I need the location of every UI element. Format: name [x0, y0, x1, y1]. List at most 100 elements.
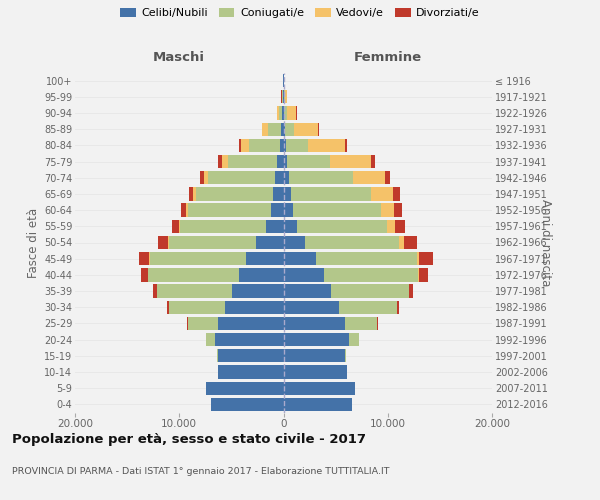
Bar [324, 268, 418, 281]
Bar [188, 317, 218, 330]
Bar [317, 122, 319, 136]
Bar [419, 252, 433, 266]
Bar [284, 171, 289, 184]
Bar [206, 333, 215, 346]
Bar [308, 138, 345, 152]
Bar [200, 171, 204, 184]
Bar [353, 171, 385, 184]
Bar [418, 268, 419, 281]
Bar [193, 188, 196, 200]
Bar [284, 220, 296, 233]
Bar [419, 268, 428, 281]
Bar [294, 122, 317, 136]
Bar [284, 382, 355, 395]
Bar [141, 268, 148, 281]
Bar [284, 188, 291, 200]
Bar [139, 252, 149, 266]
Bar [284, 155, 287, 168]
Bar [404, 236, 416, 249]
Bar [287, 106, 296, 120]
Bar [305, 236, 399, 249]
Bar [296, 220, 387, 233]
Bar [284, 106, 287, 120]
Bar [208, 171, 275, 184]
Bar [225, 300, 284, 314]
Bar [206, 382, 284, 395]
Bar [287, 155, 330, 168]
Bar [381, 204, 394, 217]
Bar [241, 138, 248, 152]
Bar [273, 188, 284, 200]
Bar [285, 122, 294, 136]
Bar [387, 220, 395, 233]
Bar [167, 300, 169, 314]
Text: Maschi: Maschi [153, 51, 205, 64]
Bar [218, 317, 284, 330]
Bar [371, 188, 393, 200]
Bar [211, 398, 284, 411]
Bar [417, 252, 419, 266]
Bar [180, 220, 266, 233]
Bar [150, 252, 246, 266]
Bar [399, 236, 404, 249]
Bar [217, 349, 218, 362]
Text: Popolazione per età, sesso e stato civile - 2017: Popolazione per età, sesso e stato civil… [12, 432, 366, 446]
Bar [232, 284, 284, 298]
Bar [268, 122, 281, 136]
Bar [284, 252, 316, 266]
Bar [154, 284, 157, 298]
Bar [385, 171, 390, 184]
Bar [283, 90, 284, 104]
Bar [215, 333, 284, 346]
Bar [284, 90, 287, 104]
Bar [172, 220, 179, 233]
Bar [280, 138, 284, 152]
Bar [286, 138, 308, 152]
Bar [157, 284, 232, 298]
Bar [186, 204, 188, 217]
Bar [179, 220, 180, 233]
Bar [248, 138, 280, 152]
Bar [275, 171, 284, 184]
Bar [283, 106, 284, 120]
Bar [345, 138, 347, 152]
Bar [256, 236, 284, 249]
Bar [284, 349, 345, 362]
Bar [284, 317, 345, 330]
Y-axis label: Fasce di età: Fasce di età [26, 208, 40, 278]
Bar [371, 155, 375, 168]
Y-axis label: Anni di nascita: Anni di nascita [539, 199, 552, 286]
Bar [158, 236, 168, 249]
Bar [228, 155, 277, 168]
Bar [284, 300, 339, 314]
Bar [291, 188, 371, 200]
Bar [394, 204, 401, 217]
Text: Femmine: Femmine [353, 51, 422, 64]
Bar [239, 138, 241, 152]
Bar [282, 90, 283, 104]
Bar [169, 236, 256, 249]
Bar [339, 300, 397, 314]
Bar [316, 252, 417, 266]
Bar [222, 155, 228, 168]
Legend: Celibi/Nubili, Coniugati/e, Vedovi/e, Divorziati/e: Celibi/Nubili, Coniugati/e, Vedovi/e, Di… [116, 3, 484, 22]
Bar [218, 155, 222, 168]
Bar [330, 155, 371, 168]
Bar [188, 204, 271, 217]
Bar [284, 333, 349, 346]
Bar [279, 106, 283, 120]
Bar [239, 268, 284, 281]
Bar [262, 122, 268, 136]
Bar [246, 252, 284, 266]
Bar [187, 317, 188, 330]
Bar [293, 204, 381, 217]
Bar [277, 106, 279, 120]
Text: PROVINCIA DI PARMA - Dati ISTAT 1° gennaio 2017 - Elaborazione TUTTITALIA.IT: PROVINCIA DI PARMA - Dati ISTAT 1° genna… [12, 467, 389, 476]
Bar [181, 204, 186, 217]
Bar [189, 188, 193, 200]
Bar [266, 220, 284, 233]
Bar [393, 188, 400, 200]
Bar [284, 398, 352, 411]
Bar [345, 317, 377, 330]
Bar [284, 122, 285, 136]
